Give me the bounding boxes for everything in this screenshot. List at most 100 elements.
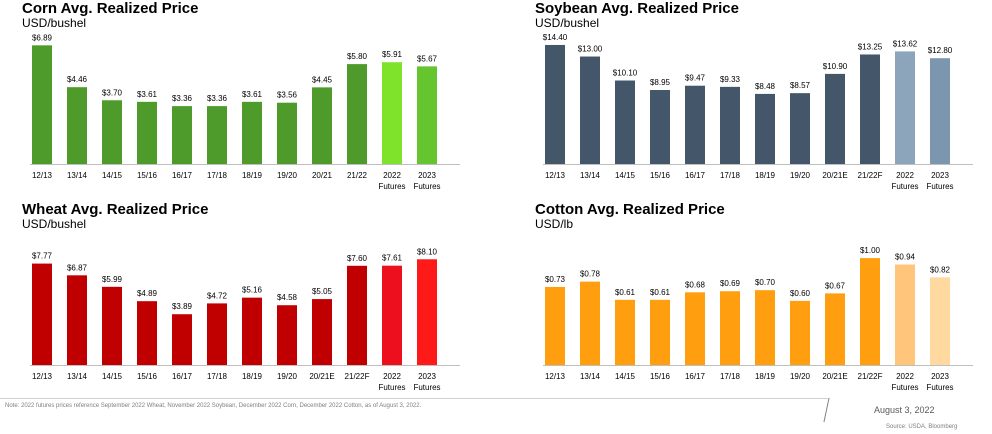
x-tick-label: 17/18 — [720, 171, 741, 180]
chart-title: Corn Avg. Realized Price — [22, 0, 199, 17]
x-tick-label: 20/21E — [822, 372, 847, 381]
bar — [685, 292, 705, 365]
x-tick-label: Futures — [926, 383, 953, 392]
bar — [67, 87, 87, 164]
data-label: $6.89 — [32, 33, 53, 42]
chart-unit: USD/bushel — [535, 16, 600, 30]
bar — [825, 73, 845, 164]
data-label: $0.82 — [930, 265, 951, 274]
x-tick-label: 21/22F — [345, 372, 370, 381]
bar — [790, 93, 810, 164]
cotton-chart: Cotton Avg. Realized Price USD/lb $0.73 1… — [535, 201, 985, 392]
bar — [137, 301, 157, 365]
bar — [32, 263, 52, 365]
x-tick-label: 13/14 — [580, 171, 601, 180]
x-tick-label: 17/18 — [720, 372, 741, 381]
bar — [580, 281, 600, 365]
bar — [137, 101, 157, 164]
data-label: $7.61 — [382, 254, 403, 263]
x-tick-label: Futures — [378, 182, 405, 191]
x-tick-label: Futures — [891, 383, 918, 392]
chart-unit: USD/bushel — [22, 217, 87, 231]
data-label: $4.46 — [67, 75, 88, 84]
chart-title: Wheat Avg. Realized Price — [22, 201, 209, 218]
bar — [650, 299, 670, 365]
x-tick-label: 17/18 — [207, 171, 228, 180]
x-tick-label: 16/17 — [172, 171, 193, 180]
x-tick-label: 20/21 — [312, 171, 333, 180]
report-date: August 3, 2022 — [874, 405, 935, 415]
data-label: $0.78 — [580, 270, 601, 279]
corn-bar-plot: $6.89 12/13 $4.46 13/14 $3.70 14/15 $3.61 15/16… — [30, 33, 460, 191]
x-tick-label: 19/20 — [277, 372, 298, 381]
soybean-chart: Soybean Avg. Realized Price USD/bushel $… — [535, 0, 985, 191]
bar — [347, 265, 367, 365]
x-tick-label: 14/15 — [615, 171, 636, 180]
bar — [102, 286, 122, 365]
data-label: $13.25 — [858, 42, 883, 51]
data-label: $3.70 — [102, 88, 123, 97]
bar — [580, 56, 600, 164]
bar — [312, 87, 332, 164]
bar — [417, 259, 437, 365]
data-label: $3.36 — [172, 94, 193, 103]
bar — [930, 58, 950, 164]
bar — [650, 90, 670, 164]
data-label: $14.40 — [543, 33, 568, 42]
data-label: $0.69 — [720, 279, 741, 288]
data-label: $5.05 — [312, 287, 333, 296]
x-tick-label: 20/21E — [822, 171, 847, 180]
data-label: $0.67 — [825, 281, 846, 290]
x-tick-label: 2022 — [896, 372, 914, 381]
bar — [790, 300, 810, 365]
data-label: $0.73 — [545, 275, 566, 284]
data-label: $5.16 — [242, 286, 263, 295]
x-tick-label: 20/21E — [309, 372, 334, 381]
bar — [755, 290, 775, 365]
bar — [825, 293, 845, 365]
bar — [895, 264, 915, 365]
data-label: $8.10 — [417, 247, 438, 256]
bar — [545, 44, 565, 164]
data-label: $3.89 — [172, 302, 193, 311]
bar — [895, 51, 915, 164]
bar — [382, 62, 402, 164]
data-label: $13.00 — [578, 45, 603, 54]
wheat-chart: Wheat Avg. Realized Price USD/bushel $7.… — [22, 201, 472, 392]
bar — [615, 80, 635, 164]
wheat-bar-plot: $7.77 12/13 $6.87 13/14 $5.99 14/15 $4.89 15/16… — [30, 247, 460, 392]
x-tick-label: 13/14 — [580, 372, 601, 381]
x-tick-label: 15/16 — [650, 171, 671, 180]
bar — [102, 100, 122, 164]
chart-unit: USD/lb — [535, 217, 574, 231]
data-label: $13.62 — [893, 39, 918, 48]
x-tick-label: Futures — [891, 182, 918, 191]
cotton-bar-plot: $0.73 12/13 $0.78 13/14 $0.61 14/15 $0.61 15/16… — [543, 246, 973, 392]
x-tick-label: 21/22 — [347, 171, 368, 180]
data-label: $10.10 — [613, 69, 638, 78]
x-tick-label: 18/19 — [242, 171, 263, 180]
x-tick-label: 2023 — [931, 372, 949, 381]
data-label: $5.67 — [417, 54, 438, 63]
data-label: $3.61 — [242, 90, 263, 99]
data-label: $5.80 — [347, 52, 368, 61]
x-tick-label: Futures — [926, 182, 953, 191]
footnote: Note: 2022 futures prices reference Sept… — [5, 403, 422, 409]
chart-title: Soybean Avg. Realized Price — [535, 0, 739, 17]
x-tick-label: 2023 — [931, 171, 949, 180]
data-label: $1.00 — [860, 246, 881, 255]
data-label: $4.89 — [137, 289, 158, 298]
x-tick-label: Futures — [413, 182, 440, 191]
bar — [32, 45, 52, 164]
chart-title: Cotton Avg. Realized Price — [535, 201, 725, 218]
x-tick-label: 2022 — [383, 372, 401, 381]
x-tick-label: 15/16 — [137, 372, 158, 381]
data-label: $7.77 — [32, 252, 53, 261]
footer-divider — [0, 398, 828, 399]
x-tick-label: 12/13 — [32, 171, 53, 180]
bar — [312, 299, 332, 365]
x-tick-label: 12/13 — [545, 372, 566, 381]
bar — [417, 66, 437, 164]
x-tick-label: 12/13 — [32, 372, 53, 381]
x-tick-label: 2023 — [418, 171, 436, 180]
